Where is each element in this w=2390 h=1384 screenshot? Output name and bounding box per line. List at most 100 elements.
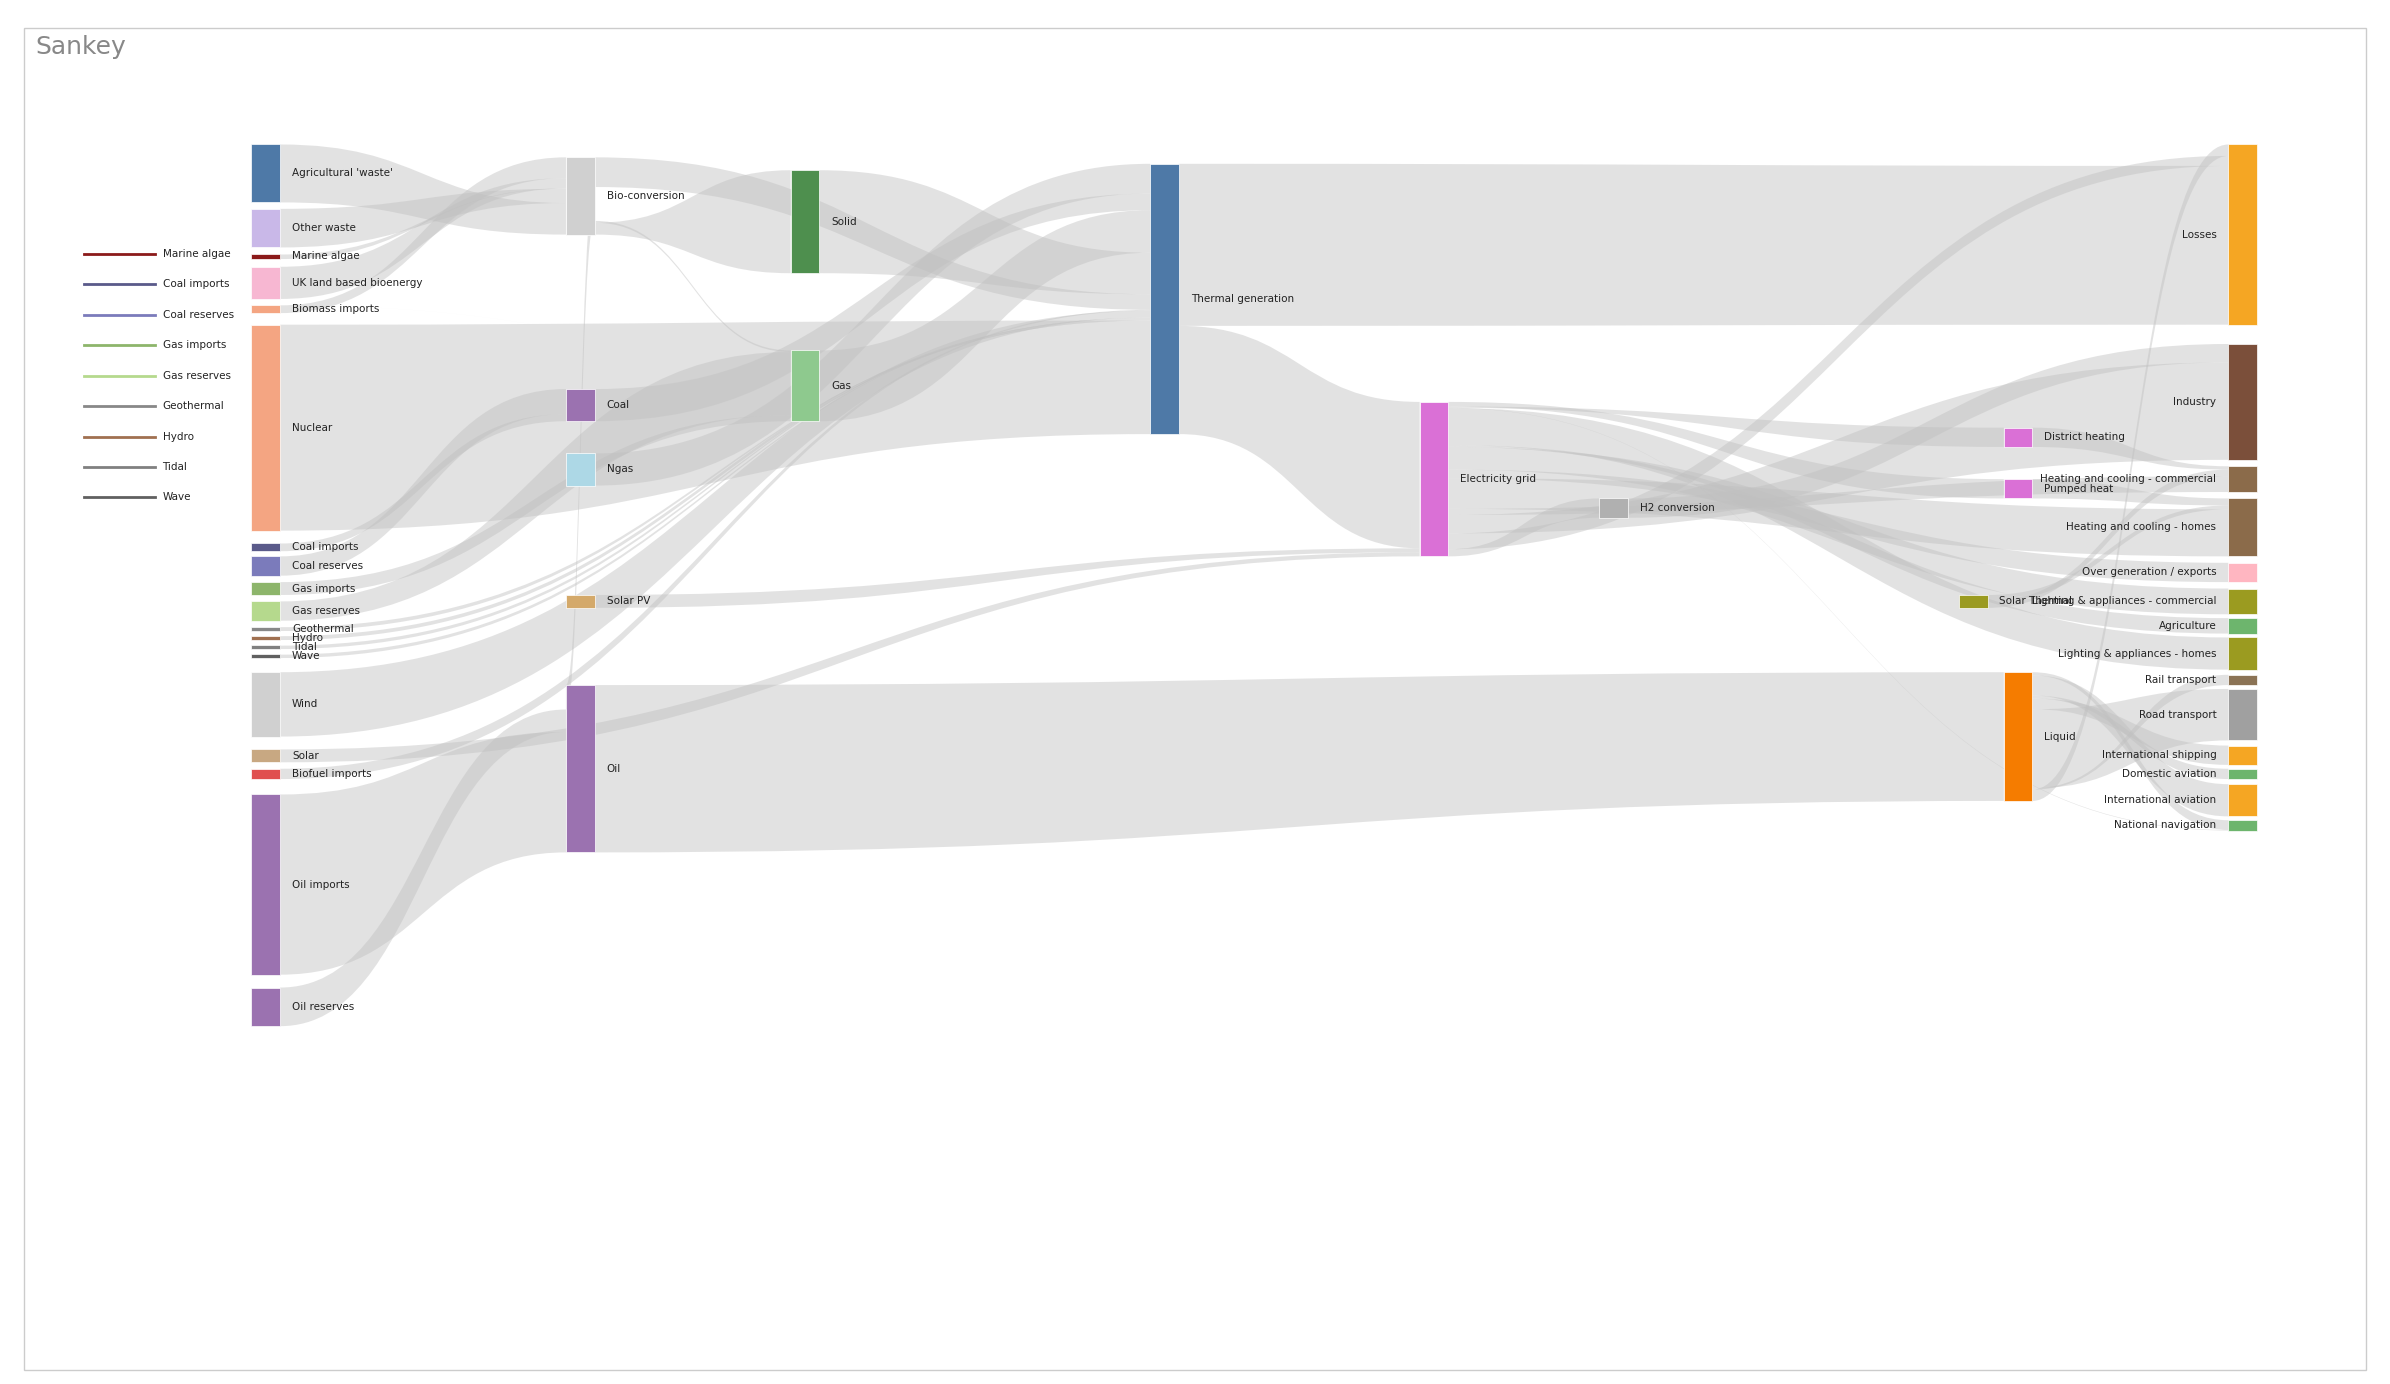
Text: Hydro: Hydro — [292, 632, 323, 644]
Text: Electricity grid: Electricity grid — [1460, 475, 1537, 484]
Bar — [566, 389, 595, 421]
PathPatch shape — [1988, 505, 2227, 602]
Bar — [2227, 588, 2256, 614]
Text: Coal reserves: Coal reserves — [163, 310, 234, 320]
PathPatch shape — [280, 732, 566, 974]
PathPatch shape — [280, 318, 1150, 639]
PathPatch shape — [280, 552, 1420, 763]
PathPatch shape — [280, 311, 1150, 736]
Bar — [251, 655, 280, 657]
Text: Geothermal: Geothermal — [292, 624, 354, 634]
Text: Agriculture: Agriculture — [2158, 621, 2216, 631]
PathPatch shape — [1448, 408, 2227, 830]
Text: Wave: Wave — [163, 493, 191, 502]
Text: Marine algae: Marine algae — [292, 252, 358, 262]
Bar — [566, 454, 595, 486]
PathPatch shape — [1448, 363, 2227, 533]
Bar — [2227, 498, 2256, 556]
Text: Geothermal: Geothermal — [163, 401, 225, 411]
Text: Rail transport: Rail transport — [2146, 675, 2216, 685]
PathPatch shape — [2032, 696, 2227, 779]
Text: Ngas: Ngas — [607, 465, 633, 475]
PathPatch shape — [2032, 144, 2227, 801]
PathPatch shape — [1178, 325, 1420, 548]
Text: Bio-conversion: Bio-conversion — [607, 191, 684, 201]
Text: Pumped heat: Pumped heat — [2043, 484, 2113, 494]
PathPatch shape — [2032, 479, 2227, 505]
Text: Gas imports: Gas imports — [163, 340, 227, 350]
Bar — [251, 750, 280, 763]
Bar — [2227, 821, 2256, 830]
Bar — [251, 645, 280, 649]
Bar — [1420, 401, 1448, 556]
PathPatch shape — [595, 170, 791, 273]
PathPatch shape — [2032, 428, 2227, 469]
Text: International shipping: International shipping — [2101, 750, 2216, 760]
Bar — [2227, 638, 2256, 670]
Text: Road transport: Road transport — [2139, 710, 2216, 720]
PathPatch shape — [1448, 498, 1599, 556]
PathPatch shape — [280, 352, 791, 621]
PathPatch shape — [595, 221, 791, 352]
Bar — [251, 544, 280, 551]
PathPatch shape — [1448, 408, 2227, 670]
Text: Sankey: Sankey — [36, 35, 127, 58]
PathPatch shape — [280, 414, 566, 551]
Bar — [2227, 345, 2256, 459]
Text: Coal reserves: Coal reserves — [292, 561, 363, 572]
Text: Tidal: Tidal — [163, 462, 186, 472]
PathPatch shape — [820, 210, 1150, 421]
Text: Solar Thermal: Solar Thermal — [2000, 597, 2072, 606]
PathPatch shape — [280, 710, 566, 1026]
Text: Coal imports: Coal imports — [292, 543, 358, 552]
Bar — [251, 267, 280, 299]
Text: Heating and cooling - commercial: Heating and cooling - commercial — [2041, 475, 2216, 484]
PathPatch shape — [1988, 469, 2227, 608]
PathPatch shape — [1448, 447, 2227, 614]
Bar — [2003, 479, 2032, 498]
PathPatch shape — [2032, 675, 2227, 790]
PathPatch shape — [280, 310, 1150, 779]
Bar — [566, 158, 595, 234]
Text: Nuclear: Nuclear — [292, 422, 332, 433]
PathPatch shape — [280, 318, 1150, 649]
Bar — [251, 602, 280, 621]
PathPatch shape — [2032, 675, 2227, 817]
Text: Lighting & appliances - commercial: Lighting & appliances - commercial — [2032, 597, 2216, 606]
Bar — [2227, 675, 2256, 685]
Text: Heating and cooling - homes: Heating and cooling - homes — [2067, 522, 2216, 533]
PathPatch shape — [595, 194, 1150, 421]
PathPatch shape — [280, 179, 566, 299]
PathPatch shape — [1628, 345, 2227, 518]
PathPatch shape — [280, 321, 1150, 530]
Bar — [791, 170, 820, 273]
PathPatch shape — [1448, 156, 2227, 549]
PathPatch shape — [1448, 401, 2003, 498]
Bar — [2227, 746, 2256, 765]
Text: Gas reserves: Gas reserves — [292, 606, 361, 616]
PathPatch shape — [1448, 407, 2003, 447]
Text: Gas reserves: Gas reserves — [163, 371, 229, 381]
Text: UK land based bioenergy: UK land based bioenergy — [292, 278, 423, 288]
Bar — [2003, 673, 2032, 801]
Text: Marine algae: Marine algae — [163, 249, 229, 259]
Bar — [251, 583, 280, 595]
Bar — [2227, 466, 2256, 493]
Bar — [2227, 768, 2256, 779]
Text: Domestic aviation: Domestic aviation — [2122, 770, 2216, 779]
PathPatch shape — [595, 163, 1150, 486]
Text: Biofuel imports: Biofuel imports — [292, 770, 373, 779]
PathPatch shape — [595, 673, 2003, 853]
PathPatch shape — [280, 158, 566, 313]
Bar — [2227, 785, 2256, 817]
Text: Losses: Losses — [2182, 230, 2216, 239]
Bar — [251, 794, 280, 974]
Text: Over generation / exports: Over generation / exports — [2082, 567, 2216, 577]
Text: Tidal: Tidal — [292, 642, 318, 652]
PathPatch shape — [820, 170, 1150, 295]
Text: Gas: Gas — [832, 381, 851, 390]
Bar — [251, 306, 280, 313]
Bar — [251, 988, 280, 1026]
Bar — [251, 253, 280, 259]
Text: Liquid: Liquid — [2043, 732, 2077, 742]
